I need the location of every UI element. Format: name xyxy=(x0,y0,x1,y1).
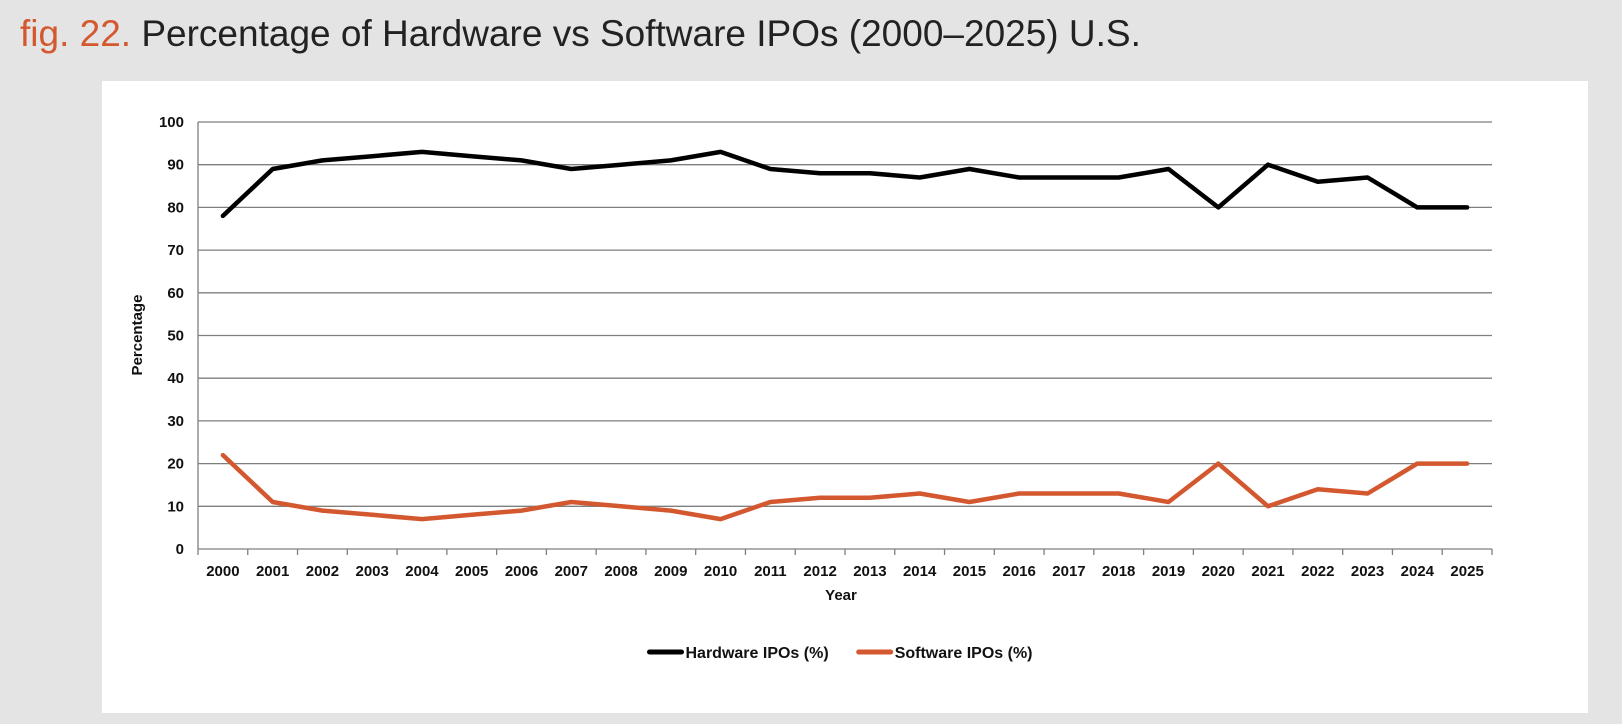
legend-item: Hardware IPOs (%) xyxy=(647,645,829,662)
x-tick-label: 2015 xyxy=(953,563,986,580)
axes xyxy=(197,122,1493,555)
x-tick-label: 2010 xyxy=(704,563,737,580)
x-tick-label: 2006 xyxy=(505,563,538,580)
y-tick-label: 10 xyxy=(167,498,184,515)
y-tick-label: 80 xyxy=(167,199,184,216)
x-tick-label: 2009 xyxy=(654,563,687,580)
y-tick-label: 40 xyxy=(167,370,184,387)
legend-item: Software IPOs (%) xyxy=(856,645,1033,662)
x-tick-label: 2020 xyxy=(1202,563,1235,580)
x-tick-label: 2001 xyxy=(256,563,289,580)
series-line xyxy=(220,149,1470,219)
x-tick-label: 2016 xyxy=(1003,563,1036,580)
x-tick-label: 2011 xyxy=(754,563,787,580)
figure-number: fig. 22. xyxy=(20,13,132,54)
y-tick-label: 60 xyxy=(167,285,184,302)
x-tick-label: 2007 xyxy=(555,563,588,580)
y-tick-labels: 0 10 20 30 40 50 60 70 80 90 100 xyxy=(159,114,184,558)
figure-title: fig. 22. Percentage of Hardware vs Softw… xyxy=(20,8,1141,60)
x-tick-label: 2005 xyxy=(455,563,488,580)
series-line xyxy=(220,452,1470,522)
x-tick-label: 2012 xyxy=(803,563,836,580)
x-tick-label: 2002 xyxy=(306,563,339,580)
x-tick-label: 2023 xyxy=(1351,563,1384,580)
x-tick-label: 2024 xyxy=(1401,563,1435,580)
y-tick-label: 70 xyxy=(167,242,184,259)
x-tick-label: 2018 xyxy=(1102,563,1135,580)
y-tick-label: 20 xyxy=(167,456,184,473)
x-axis-title: Year xyxy=(825,587,857,604)
figure-title-text: Percentage of Hardware vs Software IPOs … xyxy=(141,13,1141,54)
y-tick-label: 0 xyxy=(176,541,184,558)
legend: Hardware IPOs (%) Software IPOs (%) xyxy=(647,645,1033,662)
x-tick-label: 2017 xyxy=(1052,563,1085,580)
y-tick-label: 30 xyxy=(167,413,184,430)
x-tick-label: 2003 xyxy=(356,563,389,580)
y-axis-title: Percentage xyxy=(129,295,146,376)
x-tick-labels: 2000 2001 2002 2003 2004 2005 2006 2007 2008 2009… xyxy=(206,563,1484,580)
x-tick-label: 2000 xyxy=(206,563,239,580)
x-tick-label: 2025 xyxy=(1450,563,1483,580)
x-tick-label: 2022 xyxy=(1301,563,1334,580)
y-tick-label: 50 xyxy=(167,328,184,345)
x-tick-label: 2008 xyxy=(604,563,637,580)
x-tick-label: 2013 xyxy=(853,563,886,580)
y-tick-label: 100 xyxy=(159,114,184,131)
chart-panel: 0 10 20 30 40 50 60 70 80 90 100 2000 2001 2002 2003 2… xyxy=(102,81,1588,713)
legend-label: Software IPOs (%) xyxy=(895,645,1033,662)
x-tick-label: 2021 xyxy=(1251,563,1284,580)
x-tick-label: 2014 xyxy=(903,563,937,580)
legend-label: Hardware IPOs (%) xyxy=(686,645,829,662)
y-tick-label: 90 xyxy=(167,157,184,174)
x-tick-label: 2004 xyxy=(405,563,439,580)
gridlines xyxy=(198,121,1492,507)
x-tick-label: 2019 xyxy=(1152,563,1185,580)
series-lines xyxy=(220,149,1470,522)
